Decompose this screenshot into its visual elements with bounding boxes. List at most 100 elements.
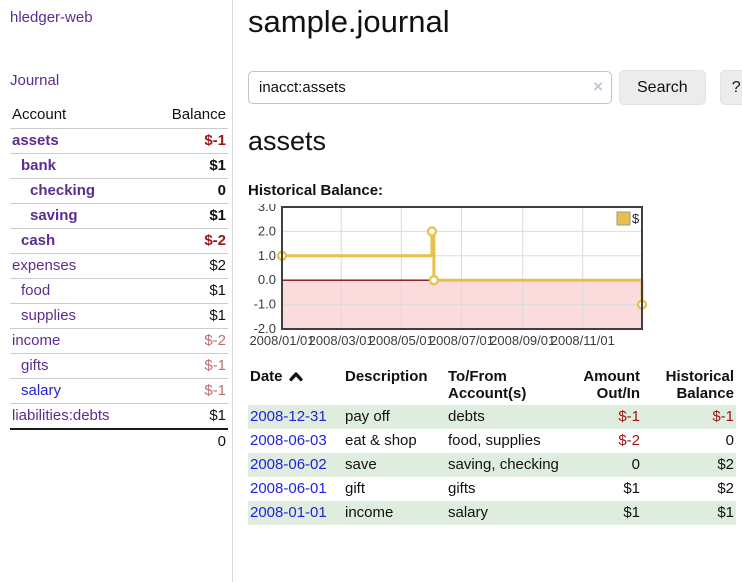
transaction-amount: 0 <box>631 456 640 473</box>
register-row: 2008-06-02 save saving, checking 0 $2 <box>248 453 736 477</box>
account-row-checking: checking 0 <box>10 178 228 204</box>
svg-text:3.0: 3.0 <box>258 204 276 214</box>
account-link-food[interactable]: food <box>21 282 51 299</box>
account-balance: $-1 <box>148 128 228 154</box>
svg-text:2008/01/01: 2008/01/01 <box>249 333 314 348</box>
transaction-amount: $1 <box>623 480 640 497</box>
svg-text:2008/05/01: 2008/05/01 <box>369 333 434 348</box>
account-balance: $-1 <box>148 353 228 379</box>
account-heading: assets <box>248 126 327 156</box>
transaction-amount: $1 <box>623 504 640 521</box>
transaction-amount: $-1 <box>618 408 640 425</box>
clear-search-icon[interactable]: × <box>593 77 603 96</box>
transaction-balance: $1 <box>717 504 734 521</box>
account-balance: $1 <box>148 153 228 179</box>
transaction-date-link[interactable]: 2008-06-01 <box>250 480 327 497</box>
search-input[interactable] <box>248 71 612 104</box>
account-link-supplies[interactable]: supplies <box>21 307 77 324</box>
svg-text:0.0: 0.0 <box>258 272 276 287</box>
account-row-bank: bank $1 <box>10 153 228 179</box>
account-link-checking[interactable]: checking <box>30 182 96 199</box>
account-link-gifts[interactable]: gifts <box>21 357 49 374</box>
transaction-balance: 0 <box>725 432 734 449</box>
help-button[interactable]: ? <box>719 70 742 105</box>
transaction-description: eat & shop <box>345 432 417 449</box>
register-col-accounts: To/From Account(s) <box>448 368 527 402</box>
account-row-salary: salary $-1 <box>10 378 228 404</box>
account-link-liabilities-debts[interactable]: liabilities:debts <box>12 407 110 424</box>
register-col-date[interactable]: Date <box>248 366 345 405</box>
accounts-total-row: 0 <box>10 428 228 454</box>
svg-text:1.0: 1.0 <box>258 248 276 263</box>
svg-text:-2.0: -2.0 <box>254 321 276 336</box>
svg-text:2008/07/01: 2008/07/01 <box>429 333 494 348</box>
balance-line-chart: 3.0 2.0 1.0 0.0 -1.0 -2.02008/01/012008/03/01… <box>249 204 648 348</box>
transaction-accounts: saving, checking <box>448 456 559 473</box>
chart-title: Historical Balance: <box>248 182 384 199</box>
account-row-expenses: expenses $2 <box>10 253 228 279</box>
svg-text:2008/11/01: 2008/11/01 <box>551 333 615 348</box>
accounts-table: Account Balance assets $-1 bank $1 check… <box>10 103 228 454</box>
transaction-balance: $2 <box>717 456 734 473</box>
transaction-date-link[interactable]: 2008-12-31 <box>250 408 327 425</box>
register-row: 2008-12-31 pay off debts $-1 $-1 <box>248 405 736 429</box>
page-title: sample.journal <box>248 4 450 39</box>
register-col-balance: Historical Balance <box>665 368 734 402</box>
sidebar-item-journal[interactable]: Journal <box>10 72 60 89</box>
transaction-amount: $-2 <box>618 432 640 449</box>
transaction-description: pay off <box>345 408 390 425</box>
register-col-description: Description <box>345 368 428 385</box>
date-header-label: Date <box>250 368 283 385</box>
transaction-accounts: salary <box>448 504 489 521</box>
account-balance: $1 <box>148 278 228 304</box>
account-balance: $1 <box>148 303 228 329</box>
account-row-saving: saving $1 <box>10 203 228 229</box>
transaction-description: save <box>345 456 377 473</box>
transaction-accounts: gifts <box>448 480 476 497</box>
account-link-salary[interactable]: salary <box>21 382 62 399</box>
transaction-balance: $2 <box>717 480 734 497</box>
account-row-supplies: supplies $1 <box>10 303 228 329</box>
register-col-amount: Amount Out/In <box>583 368 640 402</box>
accounts-col-balance: Balance <box>171 106 226 123</box>
sidebar: hledger-web Journal Account Balance asse… <box>0 0 233 582</box>
register-row: 2008-01-01 income salary $1 $1 <box>248 501 736 525</box>
search-bar: × Search ? <box>248 70 742 105</box>
transaction-date-link[interactable]: 2008-01-01 <box>250 504 327 521</box>
svg-text:2.0: 2.0 <box>258 223 276 238</box>
account-row-assets: assets $-1 <box>10 128 228 154</box>
account-link-assets[interactable]: assets <box>12 132 59 149</box>
main-content: sample.journal × Search ? assets Histori… <box>233 0 742 582</box>
accounts-col-account: Account <box>12 106 67 123</box>
account-balance: $1 <box>148 203 228 229</box>
account-link-cash[interactable]: cash <box>21 232 56 249</box>
account-balance: $-2 <box>148 328 228 354</box>
account-balance: $1 <box>148 403 228 429</box>
account-link-expenses[interactable]: expenses <box>12 257 77 274</box>
historical-balance-chart: 3.0 2.0 1.0 0.0 -1.0 -2.0 2008/01/01 2008/03/01… <box>248 204 742 352</box>
search-button[interactable]: Search <box>619 70 706 105</box>
account-balance: $-1 <box>148 378 228 404</box>
sort-ascending-icon <box>288 372 303 382</box>
account-row-food: food $1 <box>10 278 228 304</box>
account-link-bank[interactable]: bank <box>21 157 57 174</box>
svg-text:2008/03/01: 2008/03/01 <box>309 333 374 348</box>
account-link-saving[interactable]: saving <box>30 207 78 224</box>
account-row-liabilities-debts: liabilities:debts $1 <box>10 403 228 429</box>
transaction-date-link[interactable]: 2008-06-02 <box>250 456 327 473</box>
account-link-income[interactable]: income <box>12 332 61 349</box>
transaction-description: gift <box>345 480 366 497</box>
accounts-total-value: 0 <box>148 428 228 454</box>
svg-text:$: $ <box>632 211 640 226</box>
transaction-date-link[interactable]: 2008-06-03 <box>250 432 327 449</box>
accounts-header-row: Account Balance <box>10 103 228 129</box>
account-row-gifts: gifts $-1 <box>10 353 228 379</box>
transaction-accounts: debts <box>448 408 485 425</box>
account-balance: $-2 <box>148 228 228 254</box>
register-table: Date Description To/From Account(s) Amou… <box>248 366 736 525</box>
register-row: 2008-06-01 gift gifts $1 $2 <box>248 477 736 501</box>
account-balance: 0 <box>148 178 228 204</box>
svg-text:-1.0: -1.0 <box>254 297 276 312</box>
brand-link[interactable]: hledger-web <box>10 9 93 26</box>
